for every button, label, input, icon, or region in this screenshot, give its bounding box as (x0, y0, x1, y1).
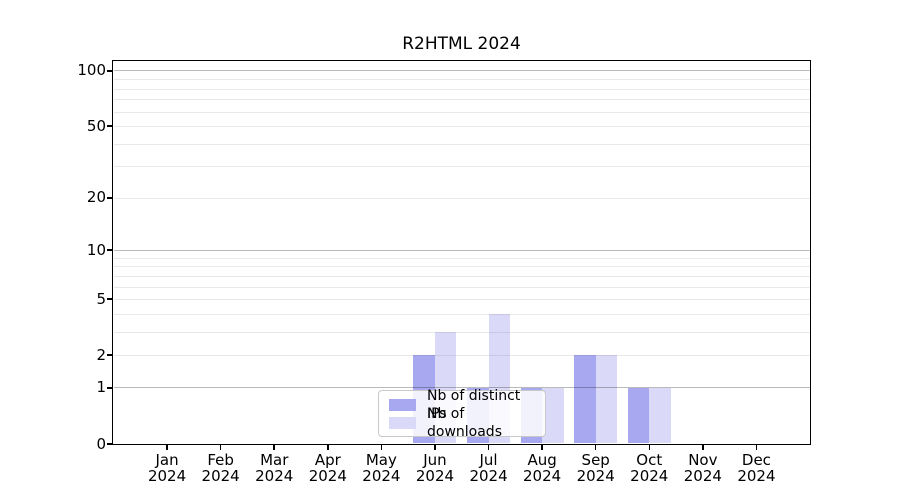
gridline-minor-20 (113, 197, 810, 199)
y-tick-label-1: 1 (96, 378, 106, 397)
gridline-minor-40 (113, 143, 810, 145)
x-tick-label-dec: Dec 2024 (737, 451, 776, 485)
x-tick-label-feb: Feb 2024 (201, 451, 240, 485)
x-tick-label-jan: Jan 2024 (147, 451, 187, 485)
x-tick-mark-sep (594, 444, 597, 450)
gridline-minor-3 (113, 331, 810, 333)
gridline-minor-50 (113, 126, 810, 128)
bar-downloads-oct (649, 387, 671, 444)
gridline-major-10 (113, 249, 810, 251)
x-tick-label-mar: Mar 2024 (255, 451, 294, 485)
gridline-minor-9 (113, 257, 810, 259)
gridline-major-1 (113, 387, 810, 389)
gridline-minor-2 (113, 355, 810, 357)
x-tick-mark-dec (755, 444, 758, 450)
bar-downloads-sep (595, 355, 618, 444)
x-tick-mark-nov (702, 444, 704, 450)
x-tick-label-sep: Sep 2024 (576, 451, 615, 485)
x-tick-mark-jul (487, 444, 490, 450)
y-tick-label-100: 100 (77, 61, 106, 80)
y-tick-mark-2 (107, 354, 113, 356)
x-tick-mark-feb (219, 444, 222, 450)
x-tick-label-apr: Apr 2024 (308, 451, 347, 485)
x-tick-mark-jan (166, 444, 168, 450)
gridline-minor-80 (113, 88, 810, 90)
gridline-minor-70 (113, 99, 810, 101)
legend-label-distinct-ips: Nb of distinct IPs (427, 388, 521, 422)
legend-swatch-downloads (389, 417, 416, 429)
y-tick-mark-0 (107, 443, 113, 445)
y-tick-label-50: 50 (86, 116, 106, 135)
y-tick-label-0: 0 (96, 434, 106, 453)
bar-ips-sep (574, 355, 596, 444)
y-tick-mark-10 (107, 249, 113, 251)
gridline-minor-60 (113, 111, 810, 113)
y-tick-mark-20 (107, 197, 113, 199)
legend-swatch-distinct-ips (389, 399, 416, 411)
x-tick-mark-may (380, 444, 383, 450)
legend-item-downloads: Nb of downloads (389, 406, 535, 440)
gridline-minor-8 (113, 266, 810, 268)
legend-item-distinct-ips: Nb of distinct IPs (389, 388, 535, 422)
x-tick-mark-jun (434, 444, 436, 450)
y-tick-mark-50 (107, 125, 113, 127)
x-tick-mark-aug (541, 444, 543, 450)
gridline-major-100 (113, 70, 810, 72)
x-tick-mark-mar (273, 444, 275, 450)
x-tick-label-jun: Jun 2024 (415, 451, 455, 485)
gridline-minor-6 (113, 286, 810, 288)
y-tick-label-5: 5 (96, 289, 106, 308)
y-tick-label-10: 10 (86, 240, 106, 259)
x-tick-label-aug: Aug 2024 (523, 451, 562, 485)
x-tick-label-may: May 2024 (362, 451, 401, 485)
x-tick-label-nov: Nov 2024 (683, 451, 722, 485)
x-tick-label-jul: Jul 2024 (469, 451, 508, 485)
y-tick-label-2: 2 (96, 345, 106, 364)
y-tick-mark-100 (107, 70, 113, 72)
chart-title: R2HTML 2024 (402, 34, 521, 54)
bar-downloads-aug (542, 387, 564, 444)
x-tick-label-oct: Oct 2024 (630, 451, 669, 485)
gridline-minor-7 (113, 275, 810, 277)
x-tick-mark-oct (648, 444, 651, 450)
x-tick-mark-apr (327, 444, 329, 450)
gridline-minor-5 (113, 299, 810, 301)
y-tick-mark-1 (107, 387, 113, 389)
gridline-minor-4 (113, 313, 810, 315)
y-tick-label-20: 20 (86, 188, 106, 207)
bar-ips-oct (627, 387, 650, 444)
y-tick-mark-5 (107, 298, 113, 300)
legend: Nb of distinct IPs Nb of downloads (378, 388, 546, 440)
gridline-minor-90 (113, 79, 810, 81)
legend-label-downloads: Nb of downloads (427, 406, 502, 440)
gridline-minor-30 (113, 166, 810, 168)
